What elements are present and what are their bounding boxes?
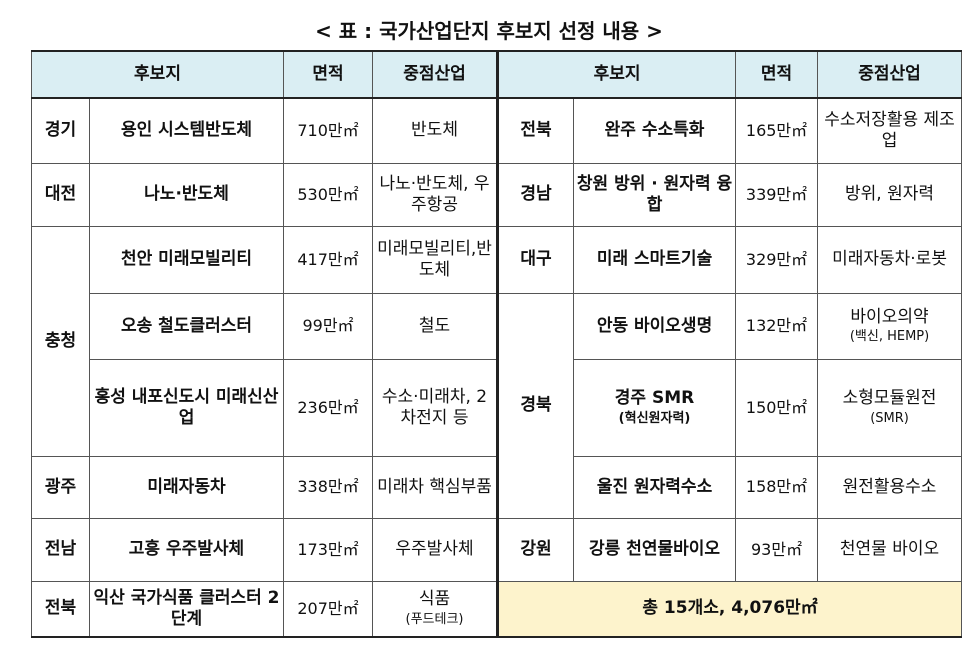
table-title: < 표 : 국가산업단지 후보지 선정 내용 > bbox=[315, 19, 663, 43]
region-cell: 대전 bbox=[31, 162, 90, 227]
header-industry-left: 중점산업 bbox=[372, 50, 499, 99]
area-cell: 338만㎡ bbox=[283, 455, 374, 519]
industry-cell: 미래모빌리티,반도체 bbox=[372, 225, 499, 294]
table-row: 경기 용인 시스템반도체 710만㎡ 반도체 전북 완주 수소특화 165만㎡ … bbox=[31, 97, 963, 164]
header-row: 후보지 면적 중점산업 후보지 면적 중점산업 bbox=[30, 50, 963, 99]
area-cell: 93만㎡ bbox=[735, 517, 819, 582]
industry-cell: 소형모듈원전 (SMR) bbox=[817, 358, 963, 457]
area-cell: 165만㎡ bbox=[735, 97, 819, 164]
industry-note: (푸드테크) bbox=[405, 612, 464, 628]
site-note: (혁신원자력) bbox=[618, 410, 691, 426]
site-cell: 울진 원자력수소 bbox=[573, 455, 737, 519]
industry-cell: 반도체 bbox=[372, 97, 499, 164]
industry-note: (SMR) bbox=[870, 410, 909, 426]
site-cell: 창원 방위 · 원자력 융합 bbox=[573, 162, 737, 227]
area-cell: 132만㎡ bbox=[735, 292, 819, 360]
area-cell: 150만㎡ bbox=[735, 358, 819, 457]
industry-cell: 미래차 핵심부품 bbox=[372, 455, 499, 519]
industry-cell: 수소·미래차, 2차전지 등 bbox=[372, 358, 499, 457]
site-cell: 미래자동차 bbox=[88, 455, 285, 519]
table-row: 광주 미래자동차 338만㎡ 미래차 핵심부품 울진 원자력수소 158만㎡ 원… bbox=[31, 455, 963, 519]
region-cell: 광주 bbox=[31, 455, 90, 519]
site-cell: 용인 시스템반도체 bbox=[88, 97, 285, 164]
region-cell: 충청 bbox=[31, 225, 90, 457]
industry-note: (백신, HEMP) bbox=[849, 329, 930, 345]
region-cell: 전북 bbox=[31, 580, 90, 638]
industry-cell: 원전활용수소 bbox=[817, 455, 963, 519]
industry-cell: 방위, 원자력 bbox=[817, 162, 963, 227]
region-cell: 대구 bbox=[496, 225, 575, 294]
industry-main: 식품 bbox=[418, 589, 451, 610]
table-row: 오송 철도클러스터 99만㎡ 철도 경북 안동 바이오생명 132만㎡ 바이오의… bbox=[32, 292, 963, 519]
table-row: 홍성 내포신도시 미래신산업 236만㎡ 수소·미래차, 2차전지 등 경주 S… bbox=[32, 358, 963, 457]
area-cell: 207만㎡ bbox=[283, 580, 374, 638]
region-cell: 경북 bbox=[496, 292, 575, 519]
region-cell: 전남 bbox=[31, 517, 90, 582]
industry-cell: 나노·반도체, 우주항공 bbox=[372, 162, 499, 227]
header-industry-right: 중점산업 bbox=[817, 50, 963, 99]
region-cell: 전북 bbox=[496, 97, 575, 164]
industry-cell: 수소저장활용 제조업 bbox=[817, 97, 963, 164]
industry-cell: 천연물 바이오 bbox=[817, 517, 963, 582]
table-row: 전북 익산 국가식품 클러스터 2단계 207만㎡ 식품 (푸드테크) 총 15… bbox=[31, 580, 963, 638]
area-cell: 158만㎡ bbox=[735, 455, 819, 519]
header-site-right: 후보지 bbox=[496, 50, 737, 99]
site-cell: 미래 스마트기술 bbox=[573, 225, 737, 294]
area-cell: 99만㎡ bbox=[283, 292, 374, 360]
area-cell: 530만㎡ bbox=[283, 162, 374, 227]
site-cell: 경주 SMR (혁신원자력) bbox=[573, 358, 737, 457]
site-cell: 천안 미래모빌리티 bbox=[88, 225, 285, 294]
industry-cell: 미래자동차·로봇 bbox=[817, 225, 963, 294]
site-cell: 홍성 내포신도시 미래신산업 bbox=[88, 358, 285, 457]
table-row: 대전 나노·반도체 530만㎡ 나노·반도체, 우주항공 경남 창원 방위 · … bbox=[31, 162, 963, 227]
region-cell: 경남 bbox=[496, 162, 575, 227]
industry-cell: 우주발사체 bbox=[372, 517, 499, 582]
area-cell: 173만㎡ bbox=[283, 517, 374, 582]
table-row: 전남 고흥 우주발사체 173만㎡ 우주발사체 강원 강릉 천연물바이오 93만… bbox=[31, 517, 963, 582]
industry-cell: 식품 (푸드테크) bbox=[372, 580, 499, 638]
header-area-right: 면적 bbox=[735, 50, 819, 99]
site-main: 경주 SMR bbox=[614, 388, 695, 409]
region-cell: 경기 bbox=[31, 97, 90, 164]
industry-main: 소형모듈원전 bbox=[842, 388, 937, 409]
area-cell: 417만㎡ bbox=[283, 225, 374, 294]
header-site-left: 후보지 bbox=[30, 50, 285, 99]
site-cell: 완주 수소특화 bbox=[573, 97, 737, 164]
table-row: 충청 천안 미래모빌리티 417만㎡ 미래모빌리티,반도체 대구 미래 스마트기… bbox=[31, 225, 963, 457]
area-cell: 236만㎡ bbox=[283, 358, 374, 457]
area-cell: 339만㎡ bbox=[735, 162, 819, 227]
site-cell: 강릉 천연물바이오 bbox=[573, 517, 737, 582]
area-cell: 329만㎡ bbox=[735, 225, 819, 294]
header-area-left: 면적 bbox=[283, 50, 374, 99]
site-cell: 나노·반도체 bbox=[88, 162, 285, 227]
industry-cell: 바이오의약 (백신, HEMP) bbox=[817, 292, 963, 360]
site-cell: 익산 국가식품 클러스터 2단계 bbox=[88, 580, 285, 638]
candidate-site-table: 후보지 면적 중점산업 후보지 면적 중점산업 경기 용인 시스템반도체 710… bbox=[30, 50, 963, 638]
site-cell: 안동 바이오생명 bbox=[573, 292, 737, 360]
industry-main: 바이오의약 bbox=[850, 306, 929, 327]
site-cell: 오송 철도클러스터 bbox=[88, 292, 285, 360]
region-cell: 강원 bbox=[496, 517, 575, 582]
industry-cell: 철도 bbox=[372, 292, 499, 360]
site-cell: 고흥 우주발사체 bbox=[88, 517, 285, 582]
area-cell: 710만㎡ bbox=[283, 97, 374, 164]
total-summary: 총 15개소, 4,076만㎡ bbox=[496, 580, 963, 638]
